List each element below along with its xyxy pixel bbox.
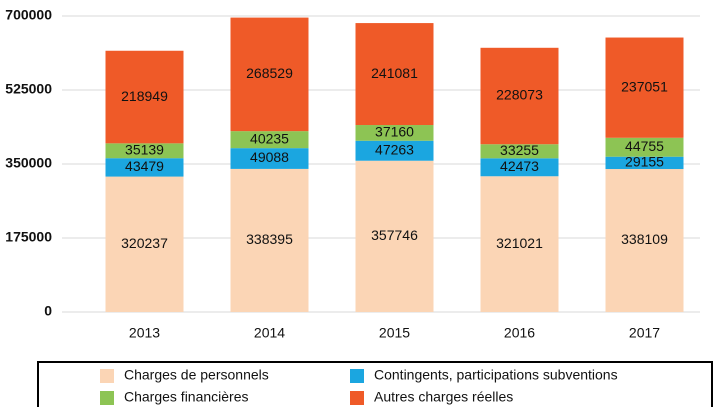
bar-segment [605,137,684,157]
bar-segment [105,176,184,312]
x-tick-label: 2015 [379,325,410,341]
data-label: 49088 [250,149,289,165]
legend-label: Autres charges réelles [374,389,513,405]
legend-label: Contingents, participations subventions [374,367,618,383]
legend-swatch [350,391,364,405]
bar-segment [605,156,684,170]
x-tick-label: 2017 [629,325,660,341]
data-label: 338395 [246,231,293,247]
x-tick-label: 2014 [254,325,285,341]
data-label: 47263 [375,141,414,157]
legend-box [37,361,713,407]
data-label: 241081 [371,65,418,81]
data-label: 33255 [500,142,539,158]
data-label: 320237 [121,235,168,251]
bar-segment [480,47,559,145]
y-tick-label: 0 [44,303,52,319]
x-tick-label: 2016 [504,325,535,341]
legend-swatch [100,369,114,383]
y-tick-label: 175000 [5,229,52,245]
x-tick-label: 2013 [129,325,160,341]
bar-segment [230,168,309,312]
bar-segment [105,143,184,159]
bar-segment [480,158,559,177]
data-label: 35139 [125,141,164,157]
y-tick-label: 525000 [5,81,52,97]
y-tick-label: 350000 [5,155,52,171]
legend-label: Charges de personnels [124,367,269,383]
bar-segment [480,176,559,312]
bar-segment [355,125,434,141]
bar-segment [105,158,184,177]
bar-segment [480,144,559,159]
data-label: 40235 [250,130,289,146]
bar-segment [605,37,684,138]
data-label: 44755 [625,138,664,154]
bar-segment [230,17,309,132]
data-label: 37160 [375,124,414,140]
bar-segment [230,148,309,169]
legend-label: Charges financières [124,389,249,405]
bar-segment [355,160,434,312]
bar-segment [355,140,434,161]
data-label: 268529 [246,65,293,81]
data-label: 29155 [625,154,664,170]
legend-swatch [350,369,364,383]
bar-segment [105,50,184,144]
y-tick-label: 700000 [5,7,52,23]
data-label: 338109 [621,231,668,247]
data-label: 43479 [125,158,164,174]
data-label: 357746 [371,227,418,243]
data-label: 42473 [500,158,539,174]
legend-swatch [100,391,114,405]
bar-segment [230,131,309,149]
bar-segment [605,169,684,312]
data-label: 228073 [496,87,543,103]
data-label: 218949 [121,88,168,104]
bar-segment [355,23,434,126]
data-label: 237051 [621,78,668,94]
data-label: 321021 [496,235,543,251]
